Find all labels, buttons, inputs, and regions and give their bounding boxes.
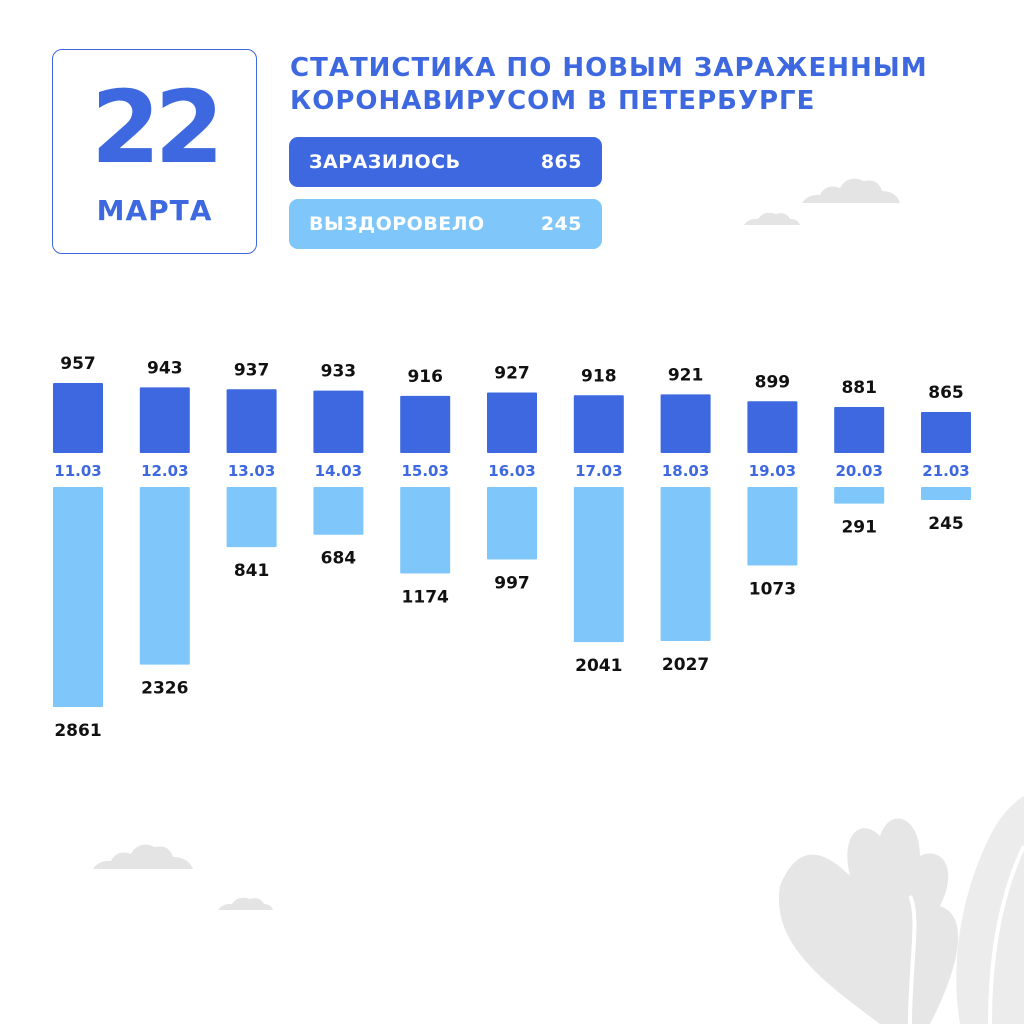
recovered-bar xyxy=(139,487,190,665)
recovered-value-label: 245 xyxy=(928,514,964,534)
infected-value-label: 916 xyxy=(407,367,443,387)
recovered-value-label: 2027 xyxy=(662,655,709,675)
date-tick-label: 21.03 xyxy=(922,462,969,480)
recovered-value-label: 1073 xyxy=(749,580,796,600)
recovered-value-label: 1174 xyxy=(402,588,449,608)
recovered-value-label: 841 xyxy=(234,561,270,581)
recovered-label: ВЫЗДОРОВЕЛО xyxy=(309,213,485,235)
recovered-value-label: 2861 xyxy=(54,721,101,741)
date-month: МАРТА xyxy=(96,194,213,227)
infected-bar xyxy=(747,401,798,453)
infected-value-label: 881 xyxy=(841,378,877,398)
date-tick-label: 14.03 xyxy=(315,462,362,480)
recovered-bar xyxy=(313,487,364,535)
recovered-bar xyxy=(834,487,885,504)
recovered-value: 245 xyxy=(540,213,582,235)
infected-value-label: 865 xyxy=(928,383,964,403)
recovered-bar xyxy=(53,487,103,707)
recovered-bar xyxy=(487,487,537,560)
date-tick-label: 16.03 xyxy=(488,462,535,480)
page-title: СТАТИСТИКА ПО НОВЫМ ЗАРАЖЕННЫМ КОРОНАВИР… xyxy=(290,52,930,118)
recovered-bar xyxy=(226,487,277,548)
cloud-decoration xyxy=(218,897,273,910)
infected-value-label: 933 xyxy=(321,362,357,382)
date-tick-label: 19.03 xyxy=(749,462,796,480)
recovered-bar xyxy=(573,487,624,643)
infected-value-label: 918 xyxy=(581,366,617,386)
infected-bar xyxy=(660,394,711,453)
date-tick-label: 11.03 xyxy=(54,462,101,480)
date-tick-label: 18.03 xyxy=(662,462,709,480)
infected-bar xyxy=(53,383,103,453)
infected-bar xyxy=(139,387,190,453)
infected-bar xyxy=(226,389,277,453)
infected-value-label: 921 xyxy=(668,365,704,385)
recovered-summary: ВЫЗДОРОВЕЛО 245 xyxy=(289,199,602,249)
cloud-decoration xyxy=(93,844,193,869)
recovered-value-label: 684 xyxy=(321,549,357,569)
date-box: 22 МАРТА xyxy=(52,49,257,254)
recovered-bar xyxy=(400,487,451,574)
recovered-value-label: 291 xyxy=(841,518,877,538)
infected-value-label: 943 xyxy=(147,358,183,378)
infected-bar xyxy=(400,395,451,453)
date-tick-label: 13.03 xyxy=(228,462,275,480)
infected-value-label: 899 xyxy=(755,372,791,392)
date-day: 22 xyxy=(90,69,224,186)
cloud-decoration xyxy=(802,178,900,203)
infected-bar xyxy=(921,412,971,453)
cloud-decoration xyxy=(744,212,800,225)
recovered-value-label: 997 xyxy=(494,574,530,594)
recovered-bar xyxy=(921,487,971,500)
date-tick-label: 12.03 xyxy=(141,462,188,480)
infected-value-label: 927 xyxy=(494,363,530,383)
date-tick-label: 17.03 xyxy=(575,462,622,480)
infected-value-label: 937 xyxy=(234,360,270,380)
infected-value: 865 xyxy=(540,151,582,173)
infected-bar xyxy=(487,392,537,453)
date-tick-label: 20.03 xyxy=(835,462,882,480)
recovered-bar xyxy=(660,487,711,642)
infected-summary: ЗАРАЗИЛОСЬ 865 xyxy=(289,137,602,187)
infected-value-label: 957 xyxy=(60,354,96,374)
infected-label: ЗАРАЗИЛОСЬ xyxy=(309,151,461,173)
infected-bar xyxy=(313,390,364,453)
date-tick-label: 15.03 xyxy=(401,462,448,480)
recovered-value-label: 2326 xyxy=(141,679,188,699)
recovered-value-label: 2041 xyxy=(575,656,622,676)
recovered-bar xyxy=(747,487,798,566)
title-line-1: СТАТИСТИКА ПО НОВЫМ ЗАРАЖЕННЫМ xyxy=(290,53,928,83)
leaf-decoration xyxy=(778,796,1024,1024)
infected-bar xyxy=(573,395,624,453)
infected-bar xyxy=(834,406,885,453)
title-line-2: КОРОНАВИРУСОМ В ПЕТЕРБУРГЕ xyxy=(290,86,816,116)
